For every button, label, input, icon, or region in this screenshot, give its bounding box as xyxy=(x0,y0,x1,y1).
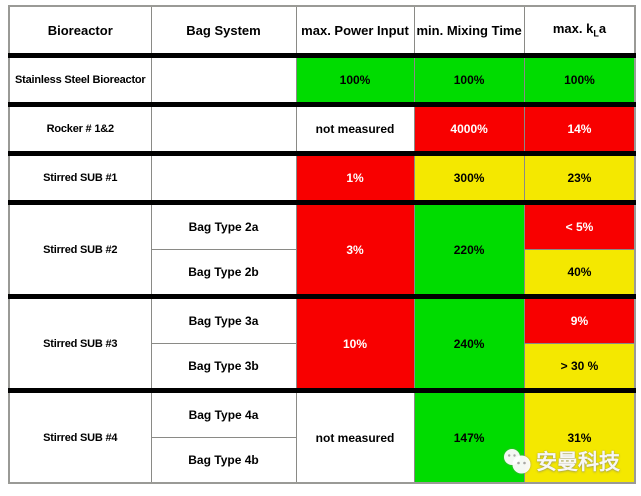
cell-kla: 100% xyxy=(523,53,636,105)
cell-bioreactor: Rocker # 1&2 xyxy=(8,102,152,154)
table-row: Bag Type 2b 40% xyxy=(9,249,636,297)
cell-kla: > 30 % xyxy=(523,343,636,391)
cell-power-input: 10% xyxy=(295,294,415,391)
table-row: Bag Type 4b xyxy=(9,437,635,484)
cell-mixing-time: 147% xyxy=(413,388,525,484)
cell-mixing-time: 220% xyxy=(413,200,525,297)
table-row: Stirred SUB #3 Bag Type 3a 10% 240% 9% xyxy=(8,294,636,391)
cell-mixing-time: 100% xyxy=(413,53,525,105)
cell-kla: 9% xyxy=(523,294,636,344)
col-header-mixing-time: min. Mixing Time xyxy=(413,5,525,58)
cell-power-input: 100% xyxy=(295,53,415,105)
table-row: Rocker # 1&2 not measured 4000% 14% xyxy=(8,102,636,154)
header-row: Bioreactor Bag System max. Power Input m… xyxy=(8,5,636,58)
table-row: Bag Type 3b > 30 % xyxy=(9,343,636,391)
cell-mixing-time: 300% xyxy=(413,151,525,203)
table-row: Stirred SUB #1 1% 300% 23% xyxy=(8,151,636,203)
cell-power-input: not measured xyxy=(295,388,415,484)
cell-bag-system: Bag Type 4a xyxy=(150,388,297,438)
col-header-kla: max. kLa xyxy=(523,5,636,58)
cell-bag-system: Bag Type 3a xyxy=(150,294,297,344)
cell-mixing-time: 4000% xyxy=(413,102,525,154)
cell-kla: 40% xyxy=(523,249,636,297)
cell-bag-system: Bag Type 4b xyxy=(150,437,297,484)
cell-bag-system xyxy=(150,151,297,203)
kla-label-suffix: a xyxy=(598,21,607,37)
cell-power-input: not measured xyxy=(295,102,415,154)
cell-kla: 23% xyxy=(523,151,636,203)
cell-bioreactor: Stirred SUB #1 xyxy=(8,151,152,203)
cell-bag-system xyxy=(150,102,297,154)
cell-mixing-time: 240% xyxy=(413,294,525,391)
table-row: Stirred SUB #4 Bag Type 4a not measured … xyxy=(8,388,636,484)
cell-kla: 31% xyxy=(523,388,636,484)
cell-bag-system: Bag Type 2b xyxy=(150,249,297,297)
cell-bioreactor: Stirred SUB #3 xyxy=(8,294,152,391)
cell-power-input: 1% xyxy=(295,151,415,203)
bioreactor-comparison-table: Bioreactor Bag System max. Power Input m… xyxy=(8,5,637,484)
col-header-power-input: max. Power Input xyxy=(295,5,415,58)
col-header-bioreactor: Bioreactor xyxy=(8,5,152,58)
col-header-bag-system: Bag System xyxy=(150,5,297,58)
cell-bag-system: Bag Type 2a xyxy=(150,200,297,250)
kla-label-prefix: max. k xyxy=(552,21,594,37)
cell-bag-system: Bag Type 3b xyxy=(150,343,297,391)
cell-bioreactor: Stainless Steel Bioreactor xyxy=(8,53,152,105)
table-row: Stirred SUB #2 Bag Type 2a 3% 220% < 5% xyxy=(8,200,636,297)
cell-kla: < 5% xyxy=(523,200,636,250)
table-row: Stainless Steel Bioreactor 100% 100% 100… xyxy=(8,53,636,105)
cell-bioreactor: Stirred SUB #4 xyxy=(8,388,152,484)
cell-power-input: 3% xyxy=(295,200,415,297)
kla-label-subscript: L xyxy=(593,28,599,39)
cell-kla: 14% xyxy=(523,102,636,154)
cell-bioreactor: Stirred SUB #2 xyxy=(8,200,152,297)
cell-bag-system xyxy=(150,53,297,105)
